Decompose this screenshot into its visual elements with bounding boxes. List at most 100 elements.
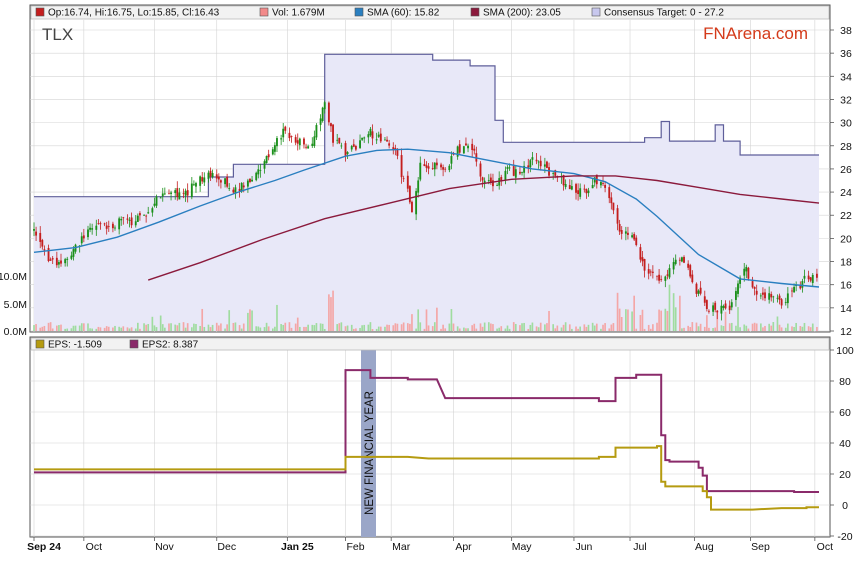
volume-bar bbox=[467, 328, 469, 331]
candle-body bbox=[730, 302, 733, 308]
candle-body bbox=[770, 294, 773, 298]
volume-bar bbox=[490, 323, 492, 331]
candle-body bbox=[134, 221, 137, 226]
candle-body bbox=[70, 255, 73, 259]
volume-bar bbox=[355, 328, 357, 331]
candle-body bbox=[575, 184, 577, 193]
volume-bar bbox=[369, 322, 372, 331]
volume-bar bbox=[666, 310, 669, 331]
price-axis: 12 14 16 18 20 22 24 26 28 30 32 34 36 38 bbox=[830, 25, 852, 338]
volume-bar bbox=[240, 328, 243, 331]
volume-bar bbox=[737, 307, 739, 331]
sma60-legend: SMA (60): 15.82 bbox=[367, 8, 440, 19]
time-tick-label: Jun bbox=[575, 541, 592, 553]
candle-body bbox=[400, 155, 403, 178]
volume-bar bbox=[49, 322, 52, 331]
volume-bar bbox=[99, 327, 102, 331]
candle-body bbox=[288, 132, 291, 139]
candle-body bbox=[668, 268, 671, 278]
volume-bar bbox=[483, 322, 486, 331]
volume-bar bbox=[83, 323, 85, 331]
volume-bar bbox=[641, 309, 644, 331]
volume-bar bbox=[807, 326, 810, 331]
sma-lines bbox=[33, 148, 820, 288]
candle-body bbox=[681, 257, 683, 262]
volume-bar bbox=[41, 326, 44, 331]
candle-body bbox=[539, 160, 542, 167]
candle-body bbox=[716, 310, 719, 313]
volume-bar bbox=[452, 323, 455, 331]
candle-body bbox=[57, 262, 60, 265]
candle-body bbox=[143, 214, 146, 216]
candle-body bbox=[305, 146, 307, 148]
volume-bar bbox=[560, 327, 563, 331]
candle-body bbox=[799, 285, 802, 289]
volume-bar bbox=[514, 323, 517, 331]
volume-bar bbox=[780, 327, 783, 331]
ohlc-legend: Op:16.74, Hi:16.75, Lo:15.85, Cl:16.43 bbox=[48, 8, 220, 19]
volume-bar bbox=[257, 326, 260, 331]
volume-tick-label: 0.0M bbox=[4, 326, 27, 338]
time-tick-label: Dec bbox=[217, 541, 236, 553]
candle-body bbox=[55, 257, 58, 266]
volume-bar bbox=[762, 327, 764, 331]
candle-body bbox=[514, 169, 517, 178]
time-tick-label: May bbox=[512, 541, 533, 553]
volume-bar bbox=[610, 324, 613, 331]
volume-bar bbox=[151, 316, 154, 331]
candle-body bbox=[751, 281, 754, 288]
volume-bar bbox=[122, 326, 125, 331]
candle-body bbox=[217, 176, 220, 180]
volume-bar bbox=[298, 326, 301, 331]
candle-body bbox=[803, 275, 806, 279]
candle-body bbox=[467, 145, 469, 149]
volume-bar bbox=[498, 327, 501, 331]
volume-bar bbox=[105, 326, 108, 331]
candle-body bbox=[635, 237, 638, 246]
volume-bar bbox=[479, 323, 482, 331]
candle-body bbox=[658, 274, 661, 281]
volume-bar bbox=[714, 327, 716, 331]
consensus-target-area bbox=[34, 53, 819, 332]
candle-body bbox=[51, 258, 54, 260]
candle-body bbox=[33, 229, 35, 231]
candle-body bbox=[753, 286, 756, 289]
volume-bar bbox=[346, 325, 349, 331]
candle-body bbox=[313, 136, 316, 146]
candle-body bbox=[178, 192, 181, 200]
volume-bar bbox=[492, 324, 494, 331]
volume-bar bbox=[587, 324, 590, 331]
candle-body bbox=[265, 156, 268, 164]
volume-bar bbox=[72, 325, 75, 331]
time-tick-label: Feb bbox=[346, 541, 364, 553]
volume-bar bbox=[772, 322, 775, 331]
price-tick-label: 38 bbox=[840, 25, 852, 37]
candle-body bbox=[384, 139, 386, 141]
volume-bar bbox=[78, 325, 81, 331]
volume-bar bbox=[556, 325, 559, 331]
volume-bar bbox=[722, 325, 725, 331]
candle-body bbox=[801, 281, 804, 288]
volume-bar bbox=[523, 322, 525, 331]
volume-bar bbox=[496, 328, 498, 331]
volume-bar bbox=[730, 322, 733, 331]
candle-body bbox=[489, 177, 492, 183]
volume-bar bbox=[618, 308, 621, 331]
candle-body bbox=[585, 188, 588, 194]
volume-bar bbox=[134, 328, 137, 331]
candle-body bbox=[608, 187, 611, 199]
candle-body bbox=[118, 218, 121, 230]
candle-body bbox=[151, 208, 154, 213]
volume-bar bbox=[423, 328, 426, 331]
volume-bar bbox=[56, 325, 58, 331]
volume-bar bbox=[95, 328, 98, 331]
volume-bar bbox=[620, 316, 623, 331]
candle-body bbox=[612, 202, 615, 211]
candle-body bbox=[425, 165, 428, 168]
volume-bar bbox=[319, 323, 322, 331]
candle-body bbox=[323, 102, 326, 110]
volume-bar bbox=[259, 327, 262, 331]
candle-body bbox=[60, 260, 62, 264]
volume-bar bbox=[143, 323, 145, 331]
candle-body bbox=[303, 138, 305, 145]
